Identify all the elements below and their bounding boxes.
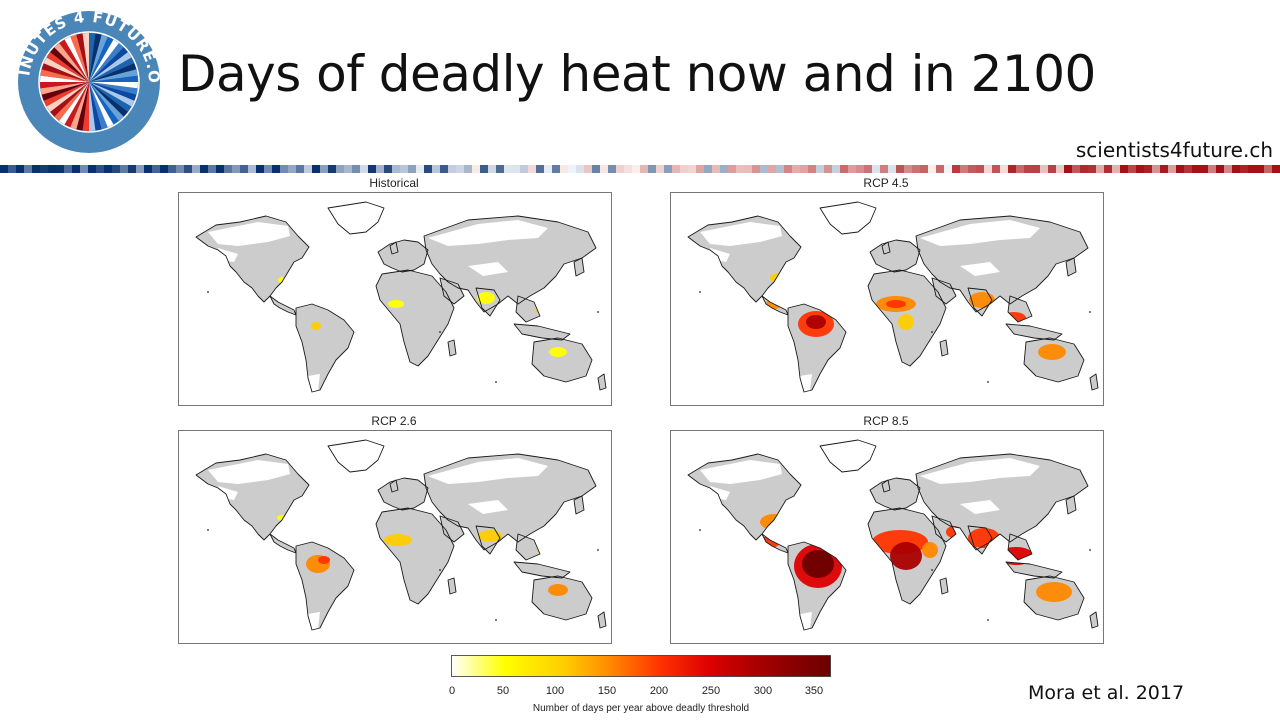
colorbar-label: Number of days per year above deadly thr… <box>532 703 750 714</box>
warming-stripes <box>0 165 1280 173</box>
colorbar-tick: 350 <box>804 685 824 697</box>
colorbar-tick: 200 <box>649 685 669 697</box>
colorbar-tick: 0 <box>448 685 456 697</box>
colorbar-tick: 150 <box>597 685 617 697</box>
colorbar <box>451 655 831 677</box>
colorbar-tick: 300 <box>753 685 773 697</box>
logo-stripes-icon <box>40 33 138 131</box>
map-title-rcp26: RCP 2.6 <box>371 414 417 428</box>
logo-2minutes4future: 2 MINUTES 4 FUTURE.ORG <box>17 10 161 153</box>
colorbar-tick: 100 <box>545 685 565 697</box>
site-url[interactable]: scientists4future.ch <box>1075 138 1273 162</box>
colorbar-tick: 50 <box>496 685 510 697</box>
map-title-rcp45: RCP 4.5 <box>863 176 909 190</box>
citation: Mora et al. 2017 <box>1028 682 1185 704</box>
slide-title: Days of deadly heat now and in 2100 <box>178 45 1096 103</box>
map-rcp85 <box>670 430 1104 644</box>
map-rcp45 <box>670 192 1104 406</box>
map-title-rcp85: RCP 8.5 <box>863 414 909 428</box>
map-historical <box>178 192 612 406</box>
colorbar-tick: 250 <box>701 685 721 697</box>
map-title-historical: Historical <box>369 176 419 190</box>
map-rcp26 <box>178 430 612 644</box>
